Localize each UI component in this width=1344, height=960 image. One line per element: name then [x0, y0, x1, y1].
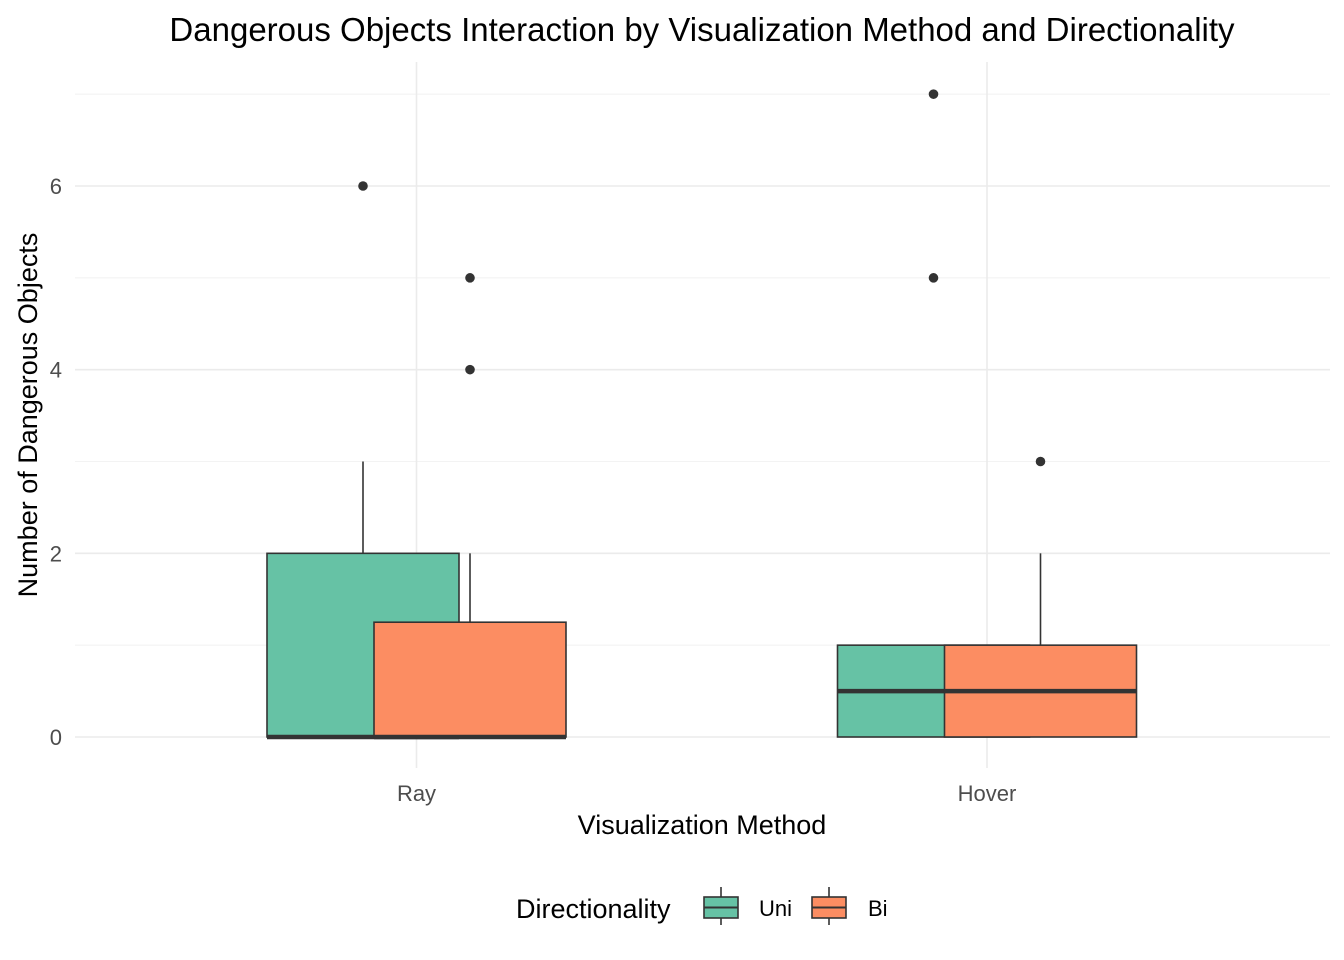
- outlier-point: [928, 273, 939, 283]
- legend: Directionality Uni Bi: [516, 887, 888, 925]
- y-tick-label: 6: [50, 174, 62, 199]
- x-tick-label: Ray: [397, 781, 436, 806]
- gridlines: [75, 62, 1330, 768]
- y-tick-label: 2: [50, 541, 62, 566]
- y-axis-title: Number of Dangerous Objects: [13, 233, 43, 598]
- outlier-point: [1035, 456, 1046, 467]
- y-tick-label: 4: [50, 358, 62, 383]
- x-axis-ticks: Ray Hover: [397, 781, 1016, 806]
- chart-title: Dangerous Objects Interaction by Visuali…: [169, 11, 1235, 48]
- legend-item-uni: Uni: [703, 887, 792, 925]
- outlier-point: [928, 89, 939, 99]
- x-axis-title: Visualization Method: [578, 810, 827, 840]
- outlier-point: [465, 364, 475, 375]
- outlier-point: [465, 273, 475, 283]
- outlier-point: [358, 181, 368, 191]
- legend-label: Uni: [759, 896, 792, 921]
- boxplots: [266, 89, 1138, 740]
- boxplot-bi-ray: [373, 273, 567, 740]
- legend-label: Bi: [868, 896, 888, 921]
- y-axis-ticks: 0 2 4 6: [50, 174, 62, 750]
- iqr-box: [373, 621, 567, 738]
- x-tick-label: Hover: [958, 781, 1017, 806]
- boxplot-bi-hover: [943, 456, 1138, 738]
- legend-item-bi: Bi: [811, 887, 888, 925]
- y-tick-label: 0: [50, 725, 62, 750]
- legend-title: Directionality: [516, 894, 671, 924]
